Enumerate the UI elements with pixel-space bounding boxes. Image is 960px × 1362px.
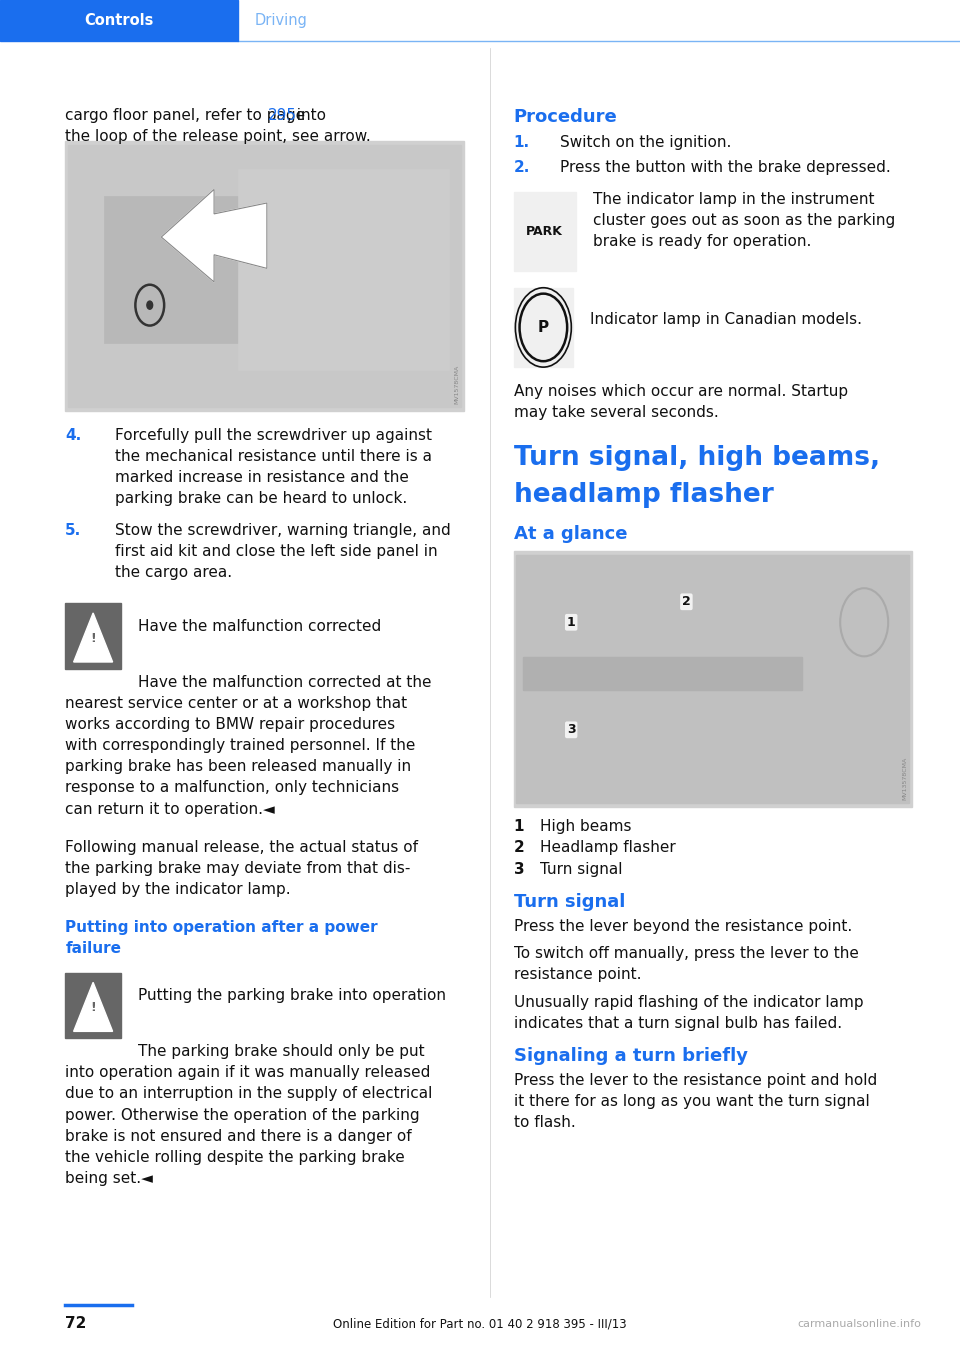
Text: 3: 3 <box>567 723 575 737</box>
Text: To switch off manually, press the lever to the: To switch off manually, press the lever … <box>514 947 858 962</box>
Text: P: P <box>538 320 549 335</box>
Text: power. Otherwise the operation of the parking: power. Otherwise the operation of the pa… <box>65 1107 420 1122</box>
Text: may take several seconds.: may take several seconds. <box>514 405 718 419</box>
Text: MV1578CMA: MV1578CMA <box>454 365 459 405</box>
Text: Have the malfunction corrected at the: Have the malfunction corrected at the <box>138 674 432 691</box>
Text: the cargo area.: the cargo area. <box>115 565 232 580</box>
Text: Signaling a turn briefly: Signaling a turn briefly <box>514 1047 748 1065</box>
Text: Procedure: Procedure <box>514 108 617 125</box>
Polygon shape <box>161 189 267 282</box>
Text: 4.: 4. <box>65 428 82 443</box>
Text: parking brake has been released manually in: parking brake has been released manually… <box>65 759 412 775</box>
Text: brake is ready for operation.: brake is ready for operation. <box>593 234 811 249</box>
Bar <box>514 287 573 366</box>
Text: Putting into operation after a power: Putting into operation after a power <box>65 919 378 934</box>
Bar <box>516 554 909 802</box>
Text: into operation again if it was manually released: into operation again if it was manually … <box>65 1065 431 1080</box>
Text: Press the lever to the resistance point and hold: Press the lever to the resistance point … <box>514 1073 876 1088</box>
Bar <box>65 603 121 669</box>
Text: !: ! <box>90 632 96 646</box>
Text: first aid kit and close the left side panel in: first aid kit and close the left side pa… <box>115 543 438 558</box>
Text: Press the button with the brake depressed.: Press the button with the brake depresse… <box>560 161 891 176</box>
Text: The parking brake should only be put: The parking brake should only be put <box>138 1045 425 1060</box>
Text: with correspondingly trained personnel. If the: with correspondingly trained personnel. … <box>65 738 416 753</box>
Text: At a glance: At a glance <box>514 526 627 543</box>
Bar <box>514 550 912 806</box>
Text: it there for as long as you want the turn signal: it there for as long as you want the tur… <box>514 1094 870 1109</box>
Text: Putting the parking brake into operation: Putting the parking brake into operation <box>138 987 446 1002</box>
Text: 5.: 5. <box>65 523 82 538</box>
Text: played by the indicator lamp.: played by the indicator lamp. <box>65 881 291 896</box>
Bar <box>0 0 238 41</box>
Text: Driving: Driving <box>254 12 307 29</box>
Text: Following manual release, the actual status of: Following manual release, the actual sta… <box>65 839 419 854</box>
Text: brake is not ensured and there is a danger of: brake is not ensured and there is a dang… <box>65 1129 412 1144</box>
Text: response to a malfunction, only technicians: response to a malfunction, only technici… <box>65 780 399 795</box>
Text: Press the lever beyond the resistance point.: Press the lever beyond the resistance po… <box>514 918 852 933</box>
Bar <box>238 169 449 370</box>
Text: cluster goes out as soon as the parking: cluster goes out as soon as the parking <box>593 212 896 229</box>
Text: indicates that a turn signal bulb has failed.: indicates that a turn signal bulb has fa… <box>514 1016 842 1031</box>
Text: 2: 2 <box>514 840 524 855</box>
Text: Headlamp flasher: Headlamp flasher <box>540 840 676 855</box>
Text: being set.◄: being set.◄ <box>65 1171 154 1186</box>
Text: parking brake can be heard to unlock.: parking brake can be heard to unlock. <box>115 492 407 507</box>
Text: works according to BMW repair procedures: works according to BMW repair procedures <box>65 716 396 733</box>
Bar <box>68 146 461 407</box>
Bar <box>65 972 121 1038</box>
Text: The indicator lamp in the instrument: The indicator lamp in the instrument <box>593 192 875 207</box>
Text: Online Edition for Part no. 01 40 2 918 395 - III/13: Online Edition for Part no. 01 40 2 918 … <box>333 1317 627 1331</box>
Polygon shape <box>74 613 112 662</box>
Text: 3: 3 <box>514 862 524 877</box>
Text: 1: 1 <box>514 820 524 835</box>
Text: resistance point.: resistance point. <box>514 967 641 982</box>
Text: Stow the screwdriver, warning triangle, and: Stow the screwdriver, warning triangle, … <box>115 523 451 538</box>
Text: , into: , into <box>287 108 325 123</box>
Text: failure: failure <box>65 941 121 956</box>
Text: nearest service center or at a workshop that: nearest service center or at a workshop … <box>65 696 407 711</box>
Text: the vehicle rolling despite the parking brake: the vehicle rolling despite the parking … <box>65 1150 405 1165</box>
Text: Forcefully pull the screwdriver up against: Forcefully pull the screwdriver up again… <box>115 428 432 443</box>
Circle shape <box>147 301 153 309</box>
Text: to flash.: to flash. <box>514 1115 575 1130</box>
Text: Any noises which occur are normal. Startup: Any noises which occur are normal. Start… <box>514 384 848 399</box>
Text: Switch on the ignition.: Switch on the ignition. <box>560 135 732 150</box>
Text: High beams: High beams <box>540 820 632 835</box>
Text: Indicator lamp in Canadian models.: Indicator lamp in Canadian models. <box>590 312 862 327</box>
Text: 1.: 1. <box>514 135 530 150</box>
Text: cargo floor panel, refer to page: cargo floor panel, refer to page <box>65 108 310 123</box>
Bar <box>65 142 464 411</box>
Text: can return it to operation.◄: can return it to operation.◄ <box>65 801 275 817</box>
Text: 2.: 2. <box>514 161 530 176</box>
Text: Turn signal, high beams,: Turn signal, high beams, <box>514 445 879 471</box>
Text: Unusually rapid flashing of the indicator lamp: Unusually rapid flashing of the indicato… <box>514 994 863 1009</box>
Text: Have the malfunction corrected: Have the malfunction corrected <box>138 618 381 633</box>
Text: Turn signal: Turn signal <box>514 893 625 911</box>
Text: !: ! <box>90 1001 96 1015</box>
Text: 295: 295 <box>268 108 298 123</box>
Polygon shape <box>74 982 112 1031</box>
Text: 1: 1 <box>566 616 576 629</box>
Text: due to an interruption in the supply of electrical: due to an interruption in the supply of … <box>65 1087 433 1102</box>
Text: PARK: PARK <box>526 225 564 238</box>
Text: MV13578CMA: MV13578CMA <box>902 756 907 799</box>
Text: Turn signal: Turn signal <box>540 862 623 877</box>
Bar <box>104 196 276 343</box>
Text: Controls: Controls <box>84 12 154 29</box>
Text: the loop of the release point, see arrow.: the loop of the release point, see arrow… <box>65 128 371 144</box>
Text: the parking brake may deviate from that dis-: the parking brake may deviate from that … <box>65 861 411 876</box>
Text: carmanualsonline.info: carmanualsonline.info <box>798 1318 922 1329</box>
Text: 2: 2 <box>682 595 691 609</box>
Text: 72: 72 <box>65 1316 86 1332</box>
Bar <box>523 656 803 689</box>
Text: marked increase in resistance and the: marked increase in resistance and the <box>115 470 409 485</box>
Text: headlamp flasher: headlamp flasher <box>514 482 774 508</box>
Text: the mechanical resistance until there is a: the mechanical resistance until there is… <box>115 449 432 464</box>
Bar <box>514 192 576 271</box>
